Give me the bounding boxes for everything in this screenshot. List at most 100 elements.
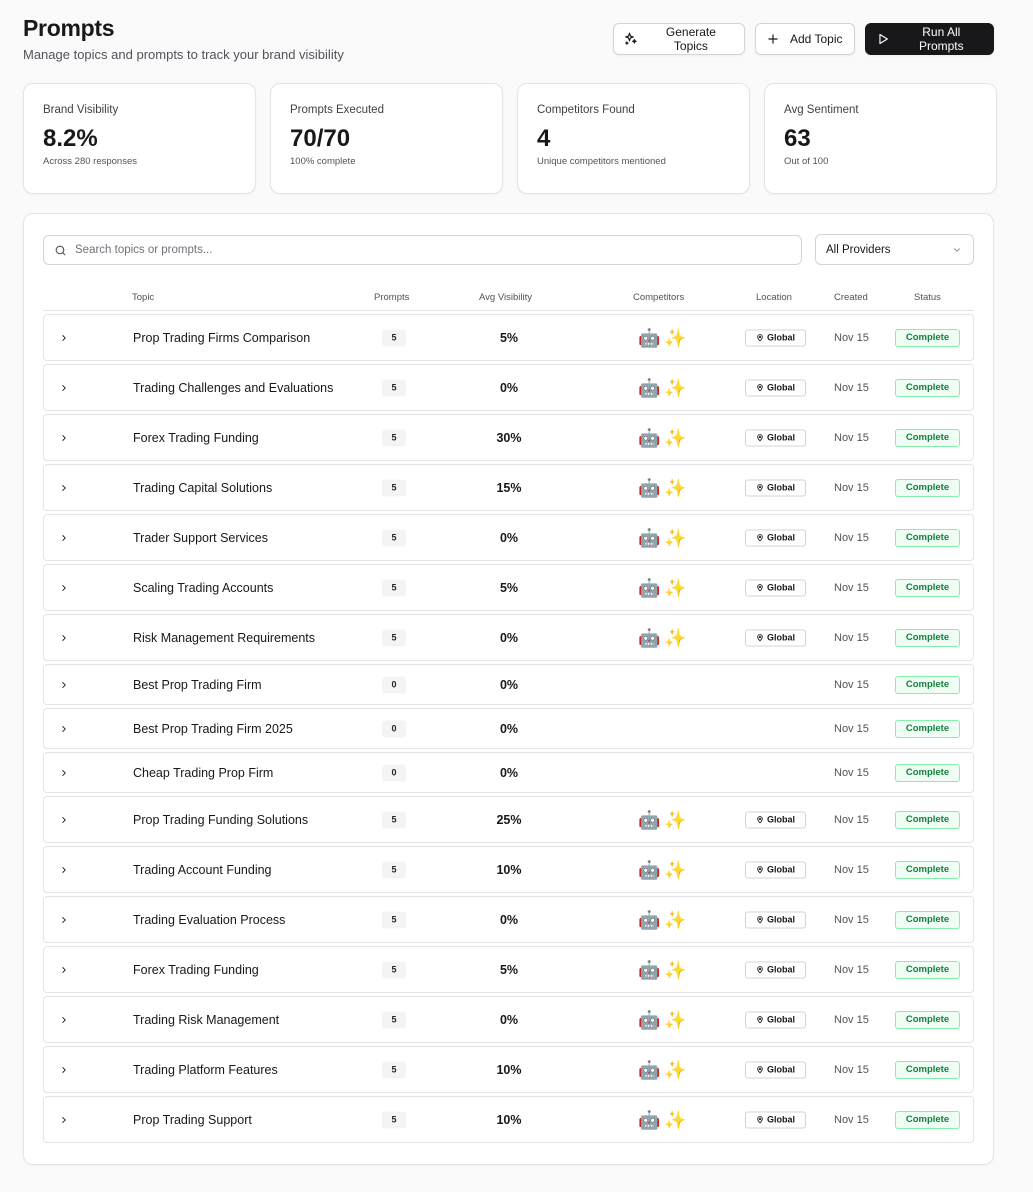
chevron-right-icon[interactable]	[59, 533, 69, 543]
stat-sub: Unique competitors mentioned	[537, 156, 666, 167]
run-all-prompts-button[interactable]: Run All Prompts	[865, 23, 994, 55]
map-pin-icon	[757, 534, 763, 542]
stat-label: Avg Sentiment	[784, 104, 859, 116]
table-row[interactable]: Trading Account Funding 5 10% 🤖 ✨ Global Nov 1…	[43, 846, 974, 893]
avg-visibility: 5%	[499, 330, 519, 345]
table-row[interactable]: Cheap Trading Prop Firm 0 0% Nov 15 Complete	[43, 752, 974, 793]
column-header-competitors[interactable]: Competitors	[633, 292, 685, 303]
status-badge: Complete	[895, 719, 960, 738]
status-badge: Complete	[895, 478, 960, 497]
sparkles-icon: ✨	[664, 477, 687, 498]
topic-name: Prop Trading Funding Solutions	[133, 812, 309, 827]
avg-visibility: 0%	[499, 765, 519, 780]
chevron-right-icon[interactable]	[59, 965, 69, 975]
created-date: Nov 15	[834, 381, 869, 394]
topics-panel: All Providers Topic Prompts Avg Visibili…	[23, 213, 994, 1165]
created-date: Nov 15	[834, 481, 869, 494]
column-header-status[interactable]: Status	[914, 292, 941, 303]
topic-name: Risk Management Requirements	[133, 630, 316, 645]
table-row[interactable]: Scaling Trading Accounts 5 5% 🤖 ✨ Global Nov 1…	[43, 564, 974, 611]
competitor-icons: 🤖 ✨	[638, 378, 687, 398]
prompt-count-badge: 5	[382, 861, 406, 878]
chevron-right-icon[interactable]	[59, 724, 69, 734]
chevron-right-icon[interactable]	[59, 583, 69, 593]
chevron-right-icon[interactable]	[59, 915, 69, 925]
table-row[interactable]: Forex Trading Funding 5 5% 🤖 ✨ Global Nov 15 Co…	[43, 946, 974, 993]
prompt-count-badge: 0	[382, 720, 406, 737]
column-header-prompts[interactable]: Prompts	[374, 292, 410, 303]
robot-icon: 🤖	[638, 959, 661, 980]
robot-icon: 🤖	[638, 577, 661, 598]
location-badge: Global	[745, 379, 806, 396]
table-row[interactable]: Prop Trading Support 5 10% 🤖 ✨ Global Nov 15 Co…	[43, 1096, 974, 1143]
location-badge: Global	[745, 1111, 806, 1128]
chevron-right-icon[interactable]	[59, 1015, 69, 1025]
table-row[interactable]: Trading Evaluation Process 5 0% 🤖 ✨ Global Nov…	[43, 896, 974, 943]
map-pin-icon	[757, 816, 763, 824]
avg-visibility: 30%	[496, 430, 522, 445]
table-row[interactable]: Prop Trading Firms Comparison 5 5% 🤖 ✨ Global…	[43, 314, 974, 361]
chevron-right-icon[interactable]	[59, 1115, 69, 1125]
column-header-created[interactable]: Created	[834, 292, 868, 303]
table-row[interactable]: Trading Challenges and Evaluations 5 0% 🤖 ✨ G…	[43, 364, 974, 411]
chevron-right-icon[interactable]	[59, 1065, 69, 1075]
map-pin-icon	[757, 866, 763, 874]
chevron-right-icon[interactable]	[59, 433, 69, 443]
chevron-right-icon[interactable]	[59, 768, 69, 778]
topic-name: Trading Evaluation Process	[133, 912, 286, 927]
chevron-right-icon[interactable]	[59, 333, 69, 343]
table-row[interactable]: Trading Capital Solutions 5 15% 🤖 ✨ Global Nov…	[43, 464, 974, 511]
competitor-icons: 🤖 ✨	[638, 1110, 687, 1130]
created-date: Nov 15	[834, 678, 869, 691]
location-badge: Global	[745, 429, 806, 446]
status-badge: Complete	[895, 578, 960, 597]
prompt-count-badge: 0	[382, 764, 406, 781]
chevron-right-icon[interactable]	[59, 815, 69, 825]
prompt-count-badge: 5	[382, 1111, 406, 1128]
provider-select[interactable]: All Providers	[815, 234, 974, 265]
location-label: Global	[766, 1114, 795, 1125]
search-box[interactable]	[43, 235, 802, 265]
created-date: Nov 15	[834, 531, 869, 544]
robot-icon: 🤖	[638, 859, 661, 880]
page-title: Prompts	[23, 15, 115, 41]
page-subtitle: Manage topics and prompts to track your …	[23, 47, 344, 62]
avg-visibility: 5%	[499, 580, 519, 595]
column-header-visibility[interactable]: Avg Visibility	[479, 292, 532, 303]
location-badge: Global	[745, 579, 806, 596]
location-label: Global	[766, 1014, 795, 1025]
column-header-topic[interactable]: Topic	[132, 292, 155, 303]
column-header-location[interactable]: Location	[756, 292, 792, 303]
avg-visibility: 10%	[496, 1112, 522, 1127]
status-badge: Complete	[895, 1060, 960, 1079]
chevron-right-icon[interactable]	[59, 865, 69, 875]
generate-topics-button[interactable]: Generate Topics	[613, 23, 745, 55]
table-row[interactable]: Best Prop Trading Firm 2025 0 0% Nov 15 Comp…	[43, 708, 974, 749]
stat-value: 63	[784, 125, 811, 152]
sparkles-icon: ✨	[664, 427, 687, 448]
table-row[interactable]: Forex Trading Funding 5 30% 🤖 ✨ Global Nov 15 C…	[43, 414, 974, 461]
chevron-right-icon[interactable]	[59, 633, 69, 643]
table-row[interactable]: Prop Trading Funding Solutions 5 25% 🤖 ✨ Glob…	[43, 796, 974, 843]
map-pin-icon	[757, 334, 763, 342]
table-row[interactable]: Trader Support Services 5 0% 🤖 ✨ Global Nov 15…	[43, 514, 974, 561]
prompt-count-badge: 5	[382, 961, 406, 978]
table-row[interactable]: Best Prop Trading Firm 0 0% Nov 15 Complete	[43, 664, 974, 705]
chevron-right-icon[interactable]	[59, 680, 69, 690]
map-pin-icon	[757, 1066, 763, 1074]
topic-name: Trading Platform Features	[133, 1062, 278, 1077]
search-input[interactable]	[75, 244, 775, 256]
sparkles-icon: ✨	[664, 377, 687, 398]
competitor-icons: 🤖 ✨	[638, 628, 687, 648]
chevron-right-icon[interactable]	[59, 483, 69, 493]
add-topic-button[interactable]: Add Topic	[755, 23, 855, 55]
prompt-count-badge: 5	[382, 579, 406, 596]
location-label: Global	[766, 632, 795, 643]
prompt-count-badge: 5	[382, 1061, 406, 1078]
table-row[interactable]: Trading Platform Features 5 10% 🤖 ✨ Global Nov…	[43, 1046, 974, 1093]
table-row[interactable]: Trading Risk Management 5 0% 🤖 ✨ Global Nov 15…	[43, 996, 974, 1043]
status-badge: Complete	[895, 1110, 960, 1129]
chevron-right-icon[interactable]	[59, 383, 69, 393]
table-row[interactable]: Risk Management Requirements 5 0% 🤖 ✨ Global N…	[43, 614, 974, 661]
prompt-count-badge: 5	[382, 329, 406, 346]
